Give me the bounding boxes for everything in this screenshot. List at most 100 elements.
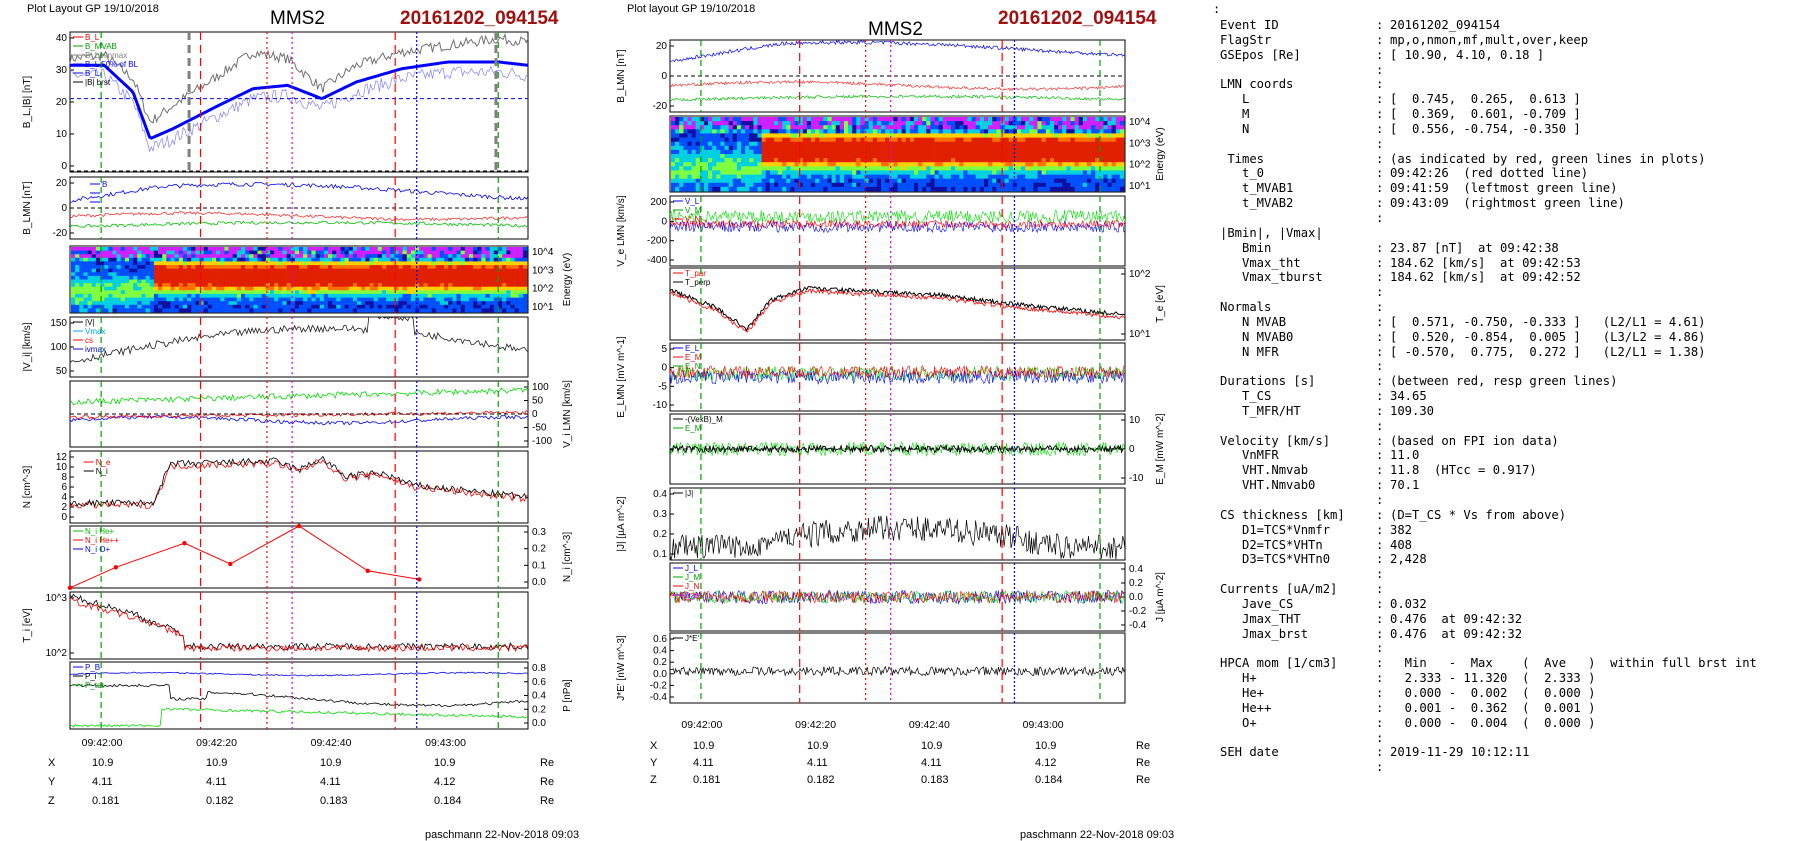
spectrogram-cell (332, 261, 337, 266)
spectrogram-cell (1025, 133, 1030, 138)
spectrogram-cell (352, 297, 358, 302)
spectrogram-cell (182, 261, 188, 266)
spectrogram-cell (934, 141, 940, 147)
info-val: 109.30 (1390, 403, 1435, 418)
spectrogram-cell (236, 254, 242, 259)
spectrogram-cell (946, 145, 952, 151)
spectrogram-cell (178, 250, 184, 255)
spectrogram-cell (91, 250, 97, 255)
spectrogram-cell (835, 141, 841, 147)
spectrogram-cell (332, 290, 337, 295)
spectrogram-cell (1025, 125, 1030, 130)
spectrogram-cell (946, 133, 952, 138)
spectrogram-cell (87, 279, 93, 284)
spectrogram-cell (348, 279, 354, 284)
spectrogram-cell (687, 186, 692, 192)
spectrogram-cell (967, 174, 972, 180)
spectrogram-cell (679, 178, 684, 184)
spectrogram-cell (232, 308, 238, 313)
spectrogram-cell (224, 254, 229, 259)
spectrogram-cell (129, 297, 134, 302)
spectrogram-cell (381, 250, 387, 255)
spectrogram-cell (332, 257, 337, 262)
spectrogram-cell (361, 293, 366, 298)
spectrogram-cell (191, 275, 196, 280)
spectrogram-cell (91, 257, 97, 262)
spectrogram-cell (889, 182, 894, 188)
spectrogram-cell (124, 290, 130, 295)
spectrogram-cell (294, 275, 300, 280)
spectrogram-cell (712, 133, 717, 138)
spectrogram-cell (203, 275, 209, 280)
spectrogram-cell (967, 182, 972, 188)
spectrogram-cell (1016, 186, 1022, 192)
y-tick-label: 0.6 (532, 677, 546, 688)
info-key: GSEpos [Re] (1220, 47, 1301, 62)
spectrogram-cell (1041, 170, 1047, 175)
spectrogram-cell (377, 286, 383, 291)
spectrogram-cell (757, 137, 762, 143)
spectrogram-cell (831, 121, 837, 126)
spectrogram-cell (703, 158, 709, 163)
spectrogram-cell (232, 257, 238, 262)
spectrogram-cell (1021, 149, 1026, 155)
spectrogram-cell (901, 145, 907, 151)
spectrogram-cell (679, 166, 684, 171)
spectrogram-cell (782, 145, 787, 151)
info-val: (as indicated by red, green lines in plo… (1390, 151, 1706, 166)
spectrogram-cell (274, 308, 279, 313)
spectrogram-cell (881, 117, 886, 122)
mid-ylabel-2: V_e LMN [km/s] (616, 195, 627, 266)
spectrogram-cell (827, 121, 832, 126)
spectrogram-cell (683, 182, 688, 188)
spectrogram-cell (1045, 137, 1051, 143)
spectrogram-cell (83, 290, 88, 295)
spectrogram-cell (100, 297, 105, 302)
info-val: 0.001 - 0.362 ( 0.001 ) (1390, 700, 1596, 715)
spectrogram-cell (174, 293, 180, 298)
spectrogram-cell (988, 186, 993, 192)
spectrogram-cell (963, 117, 968, 122)
spectrogram-cell (1000, 137, 1005, 143)
spectrogram-cell (328, 286, 333, 291)
spectrogram-cell (369, 301, 374, 306)
y-tick-label: -0.2 (650, 680, 668, 691)
spectrogram-cell (348, 261, 354, 266)
ve-n-line (669, 219, 1126, 229)
spectrogram-cell (182, 250, 188, 255)
coord-value: 10.9 (807, 740, 829, 752)
spectrogram-cell (228, 301, 233, 306)
spectrogram-cell (112, 283, 117, 288)
spectrogram-cell (679, 162, 684, 167)
spectrogram-cell (971, 125, 977, 130)
spectrogram-cell (806, 129, 812, 134)
spectrogram-cell (761, 145, 767, 151)
spectrogram-cell (946, 158, 952, 163)
spectrogram-cell (1033, 182, 1038, 188)
spectrogram-cell (116, 286, 122, 291)
spectrogram-cell (934, 154, 940, 159)
spectrogram-cell (1115, 182, 1121, 188)
spectrogram-cell (1107, 158, 1112, 163)
spectrogram-cell (708, 166, 713, 171)
spectrogram-cell (811, 162, 816, 167)
spectrogram-cell (848, 182, 853, 188)
spectrogram-cell (1016, 166, 1022, 171)
spectrogram-cell (745, 166, 750, 171)
spectrogram-cell (1066, 133, 1071, 138)
spectrogram-cell (294, 308, 300, 313)
spectrogram-cell (120, 275, 126, 280)
spectrogram-cell (365, 301, 370, 306)
spectrogram-cell (1078, 154, 1084, 159)
spectrogram-cell (769, 129, 775, 134)
spectrogram-cell (348, 293, 354, 298)
spectrogram-cell (319, 297, 325, 302)
spectrogram-cell (782, 162, 787, 167)
spectrogram-cell (938, 137, 944, 143)
spectrogram-cell (992, 182, 997, 188)
spectrogram-cell (137, 301, 142, 306)
spectrogram-cell (361, 279, 366, 284)
spectrogram-cell (270, 261, 275, 266)
spectrogram-cell (749, 129, 754, 134)
spectrogram-cell (1045, 170, 1051, 175)
